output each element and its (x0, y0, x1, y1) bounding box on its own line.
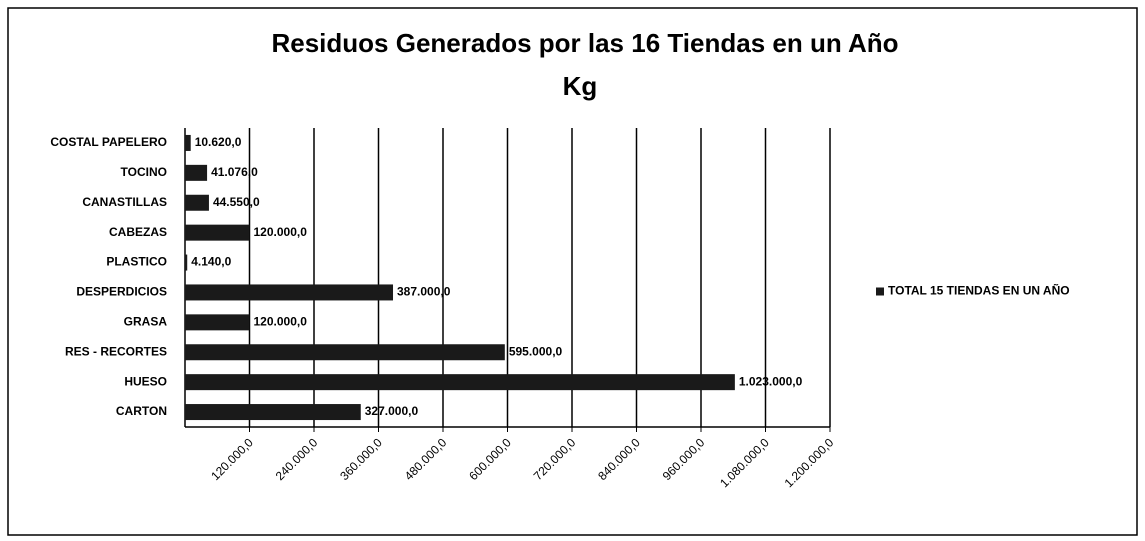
y-tick-label: CABEZAS (109, 225, 167, 239)
data-label: 387.000,0 (397, 285, 451, 299)
y-tick-label: CARTON (116, 404, 167, 418)
bar (185, 254, 188, 271)
data-label: 1.023.000,0 (739, 374, 803, 388)
bar (185, 314, 250, 331)
data-label: 120.000,0 (254, 225, 308, 239)
y-tick-label: DESPERDICIOS (76, 285, 167, 299)
data-label: 595.000,0 (509, 344, 563, 358)
bar (185, 164, 208, 181)
y-tick-label: COSTAL PAPELERO (50, 135, 167, 149)
bar (185, 224, 250, 241)
bar (185, 374, 735, 391)
chart-title: Residuos Generados por las 16 Tiendas en… (271, 28, 898, 58)
data-label: 41.076,0 (211, 165, 258, 179)
chart-subtitle: Kg (563, 71, 598, 101)
y-tick-label: HUESO (124, 374, 167, 388)
y-tick-label: CANASTILLAS (82, 195, 167, 209)
y-tick-label: PLASTICO (106, 255, 167, 269)
data-label: 4.140,0 (191, 255, 231, 269)
y-tick-label: GRASA (124, 315, 168, 329)
bar (185, 134, 191, 151)
data-label: 327.000,0 (365, 404, 419, 418)
legend-swatch (876, 287, 884, 296)
bar (185, 194, 209, 211)
y-tick-label: RES - RECORTES (65, 344, 167, 358)
y-tick-label: TOCINO (121, 165, 167, 179)
bar (185, 284, 394, 301)
legend-label: TOTAL 15 TIENDAS EN UN AÑO (888, 283, 1070, 298)
data-label: 120.000,0 (254, 315, 308, 329)
bar (185, 404, 361, 421)
bar (185, 344, 505, 361)
data-label: 44.550,0 (213, 195, 260, 209)
data-label: 10.620,0 (195, 135, 242, 149)
